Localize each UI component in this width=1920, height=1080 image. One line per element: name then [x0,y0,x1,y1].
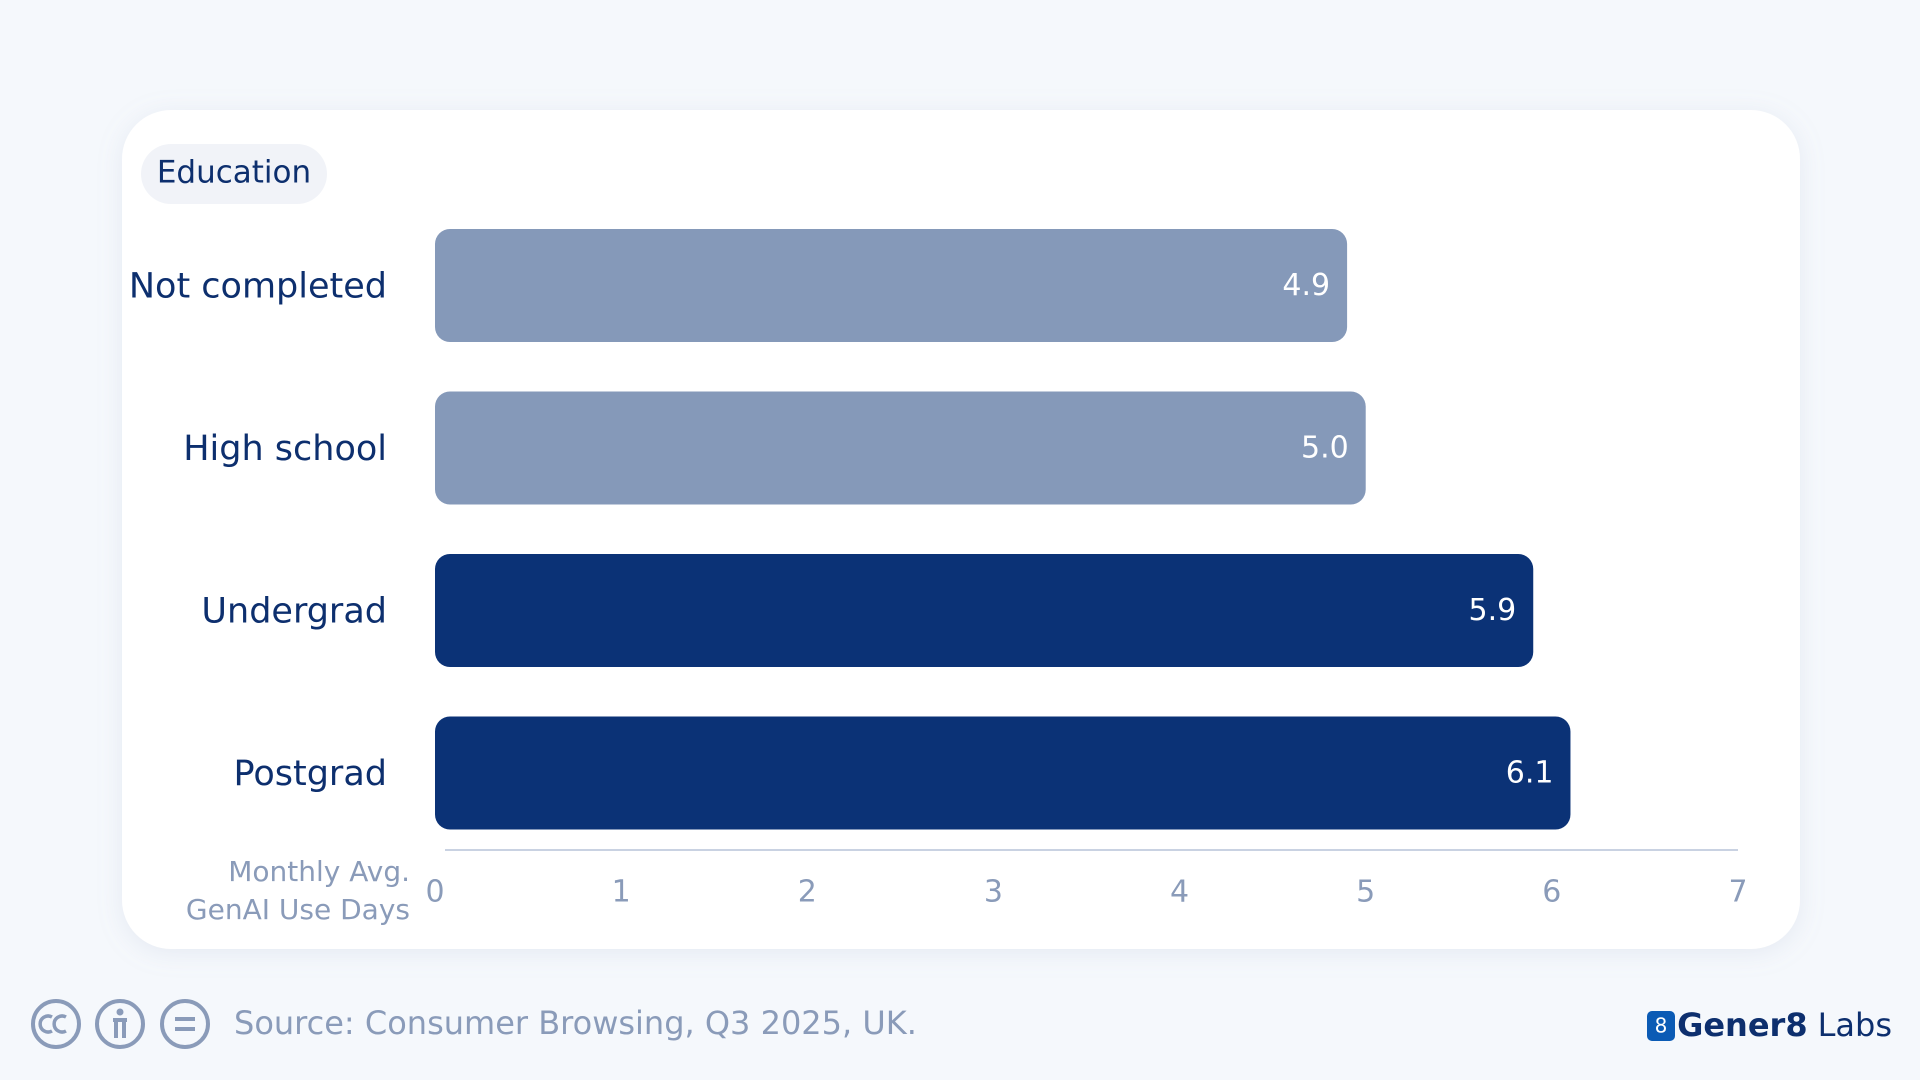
source-note: Source: Consumer Browsing, Q3 2025, UK. [234,1004,917,1042]
brand-name-main: Gener8 [1677,1006,1808,1044]
x-tick-label: 4 [1170,875,1189,910]
chart-title: Education [157,155,311,191]
x-tick-label: 2 [798,875,817,910]
x-tick-label: 7 [1728,875,1747,910]
bar [435,554,1534,667]
value-label: 4.9 [1282,268,1330,303]
x-tick-label: 6 [1542,875,1561,910]
brand-logo [1647,1011,1675,1041]
category-label: High school [183,429,387,469]
brand-logo-text: 8 [1655,1014,1668,1038]
bar [435,229,1348,342]
x-tick-label: 5 [1356,875,1375,910]
category-label: Undergrad [201,592,387,632]
value-label: 6.1 [1506,756,1554,791]
brand-name: Gener8 Labs [1677,1006,1892,1044]
value-label: 5.9 [1469,593,1517,628]
title-pill [141,144,327,204]
bar [435,391,1366,505]
x-axis-label: GenAI Use Days [186,893,410,926]
category-label: Postgrad [233,754,387,794]
bar [435,716,1571,830]
x-tick-label: 1 [612,875,631,910]
x-axis-label: Monthly Avg. [228,855,410,888]
x-tick-label: 0 [425,875,444,910]
license-icons [31,999,210,1049]
value-label: 5.0 [1301,431,1349,466]
brand-name-suffix: Labs [1818,1006,1892,1044]
category-label: Not completed [129,267,387,307]
x-tick-label: 3 [984,875,1003,910]
